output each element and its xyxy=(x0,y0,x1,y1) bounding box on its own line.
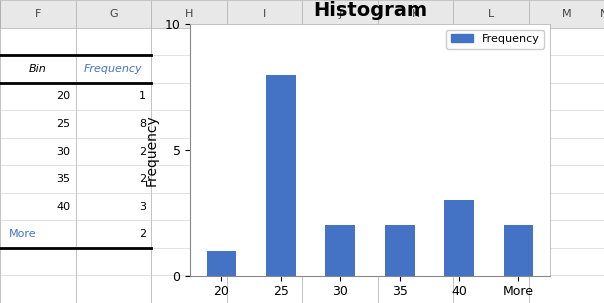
Title: Histogram: Histogram xyxy=(313,1,427,20)
Text: L: L xyxy=(487,9,494,19)
Text: J: J xyxy=(338,9,341,19)
Bar xyxy=(326,225,355,276)
Text: 2: 2 xyxy=(139,174,146,184)
Text: 20: 20 xyxy=(57,92,71,102)
Text: 2: 2 xyxy=(139,146,146,157)
Text: N: N xyxy=(600,9,604,19)
Text: Frequency: Frequency xyxy=(84,64,143,74)
Y-axis label: Frequency: Frequency xyxy=(145,114,159,186)
Bar xyxy=(385,225,414,276)
Text: More: More xyxy=(9,229,37,239)
Bar xyxy=(0,0,604,28)
Text: 8: 8 xyxy=(139,119,146,129)
Bar xyxy=(207,251,236,276)
Text: 40: 40 xyxy=(57,201,71,211)
Legend: Frequency: Frequency xyxy=(446,30,544,49)
Bar xyxy=(266,75,296,276)
Text: 1: 1 xyxy=(139,92,146,102)
Text: H: H xyxy=(185,9,193,19)
Text: F: F xyxy=(34,9,41,19)
Bar xyxy=(504,225,533,276)
Text: Bin: Bin xyxy=(29,64,47,74)
Text: 30: 30 xyxy=(57,146,71,157)
Text: G: G xyxy=(109,9,118,19)
Text: 2: 2 xyxy=(139,229,146,239)
Text: M: M xyxy=(562,9,571,19)
Text: 3: 3 xyxy=(139,201,146,211)
Text: K: K xyxy=(411,9,419,19)
Bar xyxy=(444,200,474,276)
Text: I: I xyxy=(263,9,266,19)
Text: 35: 35 xyxy=(57,174,71,184)
Text: 25: 25 xyxy=(57,119,71,129)
